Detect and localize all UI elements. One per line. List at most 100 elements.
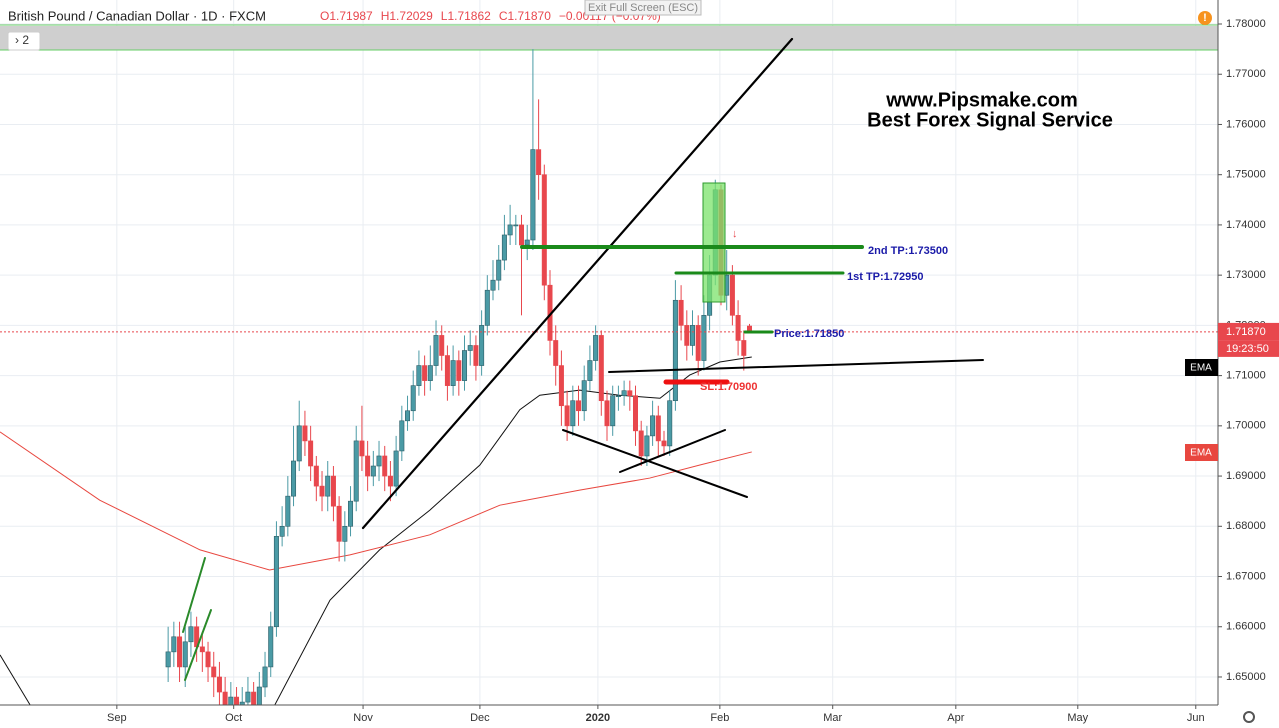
candle-body — [296, 425, 302, 462]
y-tick-label: 1.71000 — [1226, 370, 1266, 382]
countdown-label: 19:23:50 — [1226, 343, 1269, 355]
candle-body — [553, 340, 559, 366]
exit-label[interactable]: Exit Full Screen (ESC) — [588, 2, 698, 14]
y-tick-label: 1.68000 — [1226, 520, 1266, 532]
exit-button[interactable] — [584, 0, 702, 16]
candle-body — [228, 696, 234, 705]
service-text: Best Forex Signal Service — [867, 109, 1113, 131]
layers-count[interactable]: 2 — [22, 33, 29, 47]
ohlc-value: H1.72029 — [381, 9, 433, 23]
layers-button[interactable] — [7, 31, 41, 51]
trend-line — [619, 429, 726, 473]
y-tick-label: 1.69000 — [1226, 470, 1266, 482]
ohlc-value: C1.71870 — [499, 9, 551, 23]
candle-body — [308, 440, 314, 467]
candle-body — [319, 485, 325, 497]
trend-line — [562, 429, 748, 498]
candle-body — [484, 289, 490, 326]
candle-body — [667, 400, 673, 447]
candle-body — [376, 455, 382, 467]
candle-body — [416, 365, 422, 386]
y-tick-label: 1.66000 — [1226, 621, 1266, 633]
candle-body — [490, 279, 496, 291]
y-tick-label: 1.67000 — [1226, 570, 1266, 582]
site-text: www.Pipsmake.com — [885, 89, 1078, 111]
y-tick-label: 1.78000 — [1226, 18, 1266, 30]
candle-body — [701, 315, 707, 361]
candle-body — [330, 475, 336, 507]
sketch-line — [184, 609, 212, 681]
candle-body — [251, 691, 257, 705]
ohlc-value: L1.71862 — [441, 9, 491, 23]
candle-body — [695, 325, 701, 361]
candle-body — [564, 405, 570, 427]
candle-body — [655, 415, 661, 442]
candle-body — [450, 360, 456, 386]
candle-body — [462, 350, 468, 381]
trend-line — [608, 359, 984, 373]
candle-body — [199, 646, 205, 653]
candle-body — [479, 325, 485, 366]
x-tick-label: Apr — [947, 712, 964, 724]
tp2-label: 2nd TP:1.73500 — [868, 245, 948, 257]
price-label: Price:1.71850 — [774, 328, 844, 340]
candle-body — [467, 345, 473, 351]
x-tick-label: Sep — [107, 712, 127, 724]
countdown-box — [1218, 340, 1279, 357]
candle-body — [650, 415, 656, 437]
candle-body — [501, 234, 507, 261]
candle-body — [678, 299, 684, 326]
layers-label[interactable]: › 2 — [15, 33, 29, 47]
candle-body — [672, 299, 678, 402]
candle-body — [353, 440, 359, 502]
x-tick-label: Dec — [470, 712, 490, 724]
ema-line — [274, 356, 752, 705]
candle-body — [387, 475, 393, 487]
candle-body — [513, 224, 519, 227]
ohlc-value: O1.71987 — [320, 9, 373, 23]
alert-icon[interactable] — [1198, 11, 1212, 25]
settings-icon[interactable] — [1243, 711, 1255, 723]
candle-body — [291, 460, 297, 497]
drawings — [182, 37, 984, 681]
candle-body — [684, 325, 690, 346]
x-tick-label: May — [1067, 712, 1088, 724]
candle-body — [633, 395, 639, 432]
candle-body — [262, 666, 268, 688]
y-tick-label: 1.70000 — [1226, 420, 1266, 432]
last-price-label: 1.71870 — [1226, 326, 1266, 338]
candle-body — [393, 450, 399, 487]
candle-body — [422, 365, 428, 381]
candle-body — [661, 440, 667, 447]
sketch-line — [182, 557, 206, 633]
candle-body — [610, 395, 616, 427]
candle-body — [541, 174, 547, 286]
candle-body — [444, 355, 450, 386]
candle-body — [519, 224, 525, 246]
candle-body — [342, 525, 348, 542]
y-tick-label: 1.74000 — [1226, 219, 1266, 231]
candle-body — [336, 505, 342, 542]
x-tick-label: Nov — [353, 712, 373, 724]
candle-body — [405, 410, 411, 422]
candle-body — [325, 475, 331, 497]
x-tick-label: 2020 — [586, 712, 610, 724]
highlight-box — [702, 182, 726, 303]
candle-body — [439, 335, 445, 356]
candle-body — [268, 626, 274, 668]
candle-body — [182, 641, 188, 668]
x-tick-label: Feb — [710, 712, 729, 724]
candle-body — [473, 345, 479, 366]
candle-body — [507, 224, 513, 236]
candle-body — [644, 435, 650, 457]
candle-body — [399, 420, 405, 452]
candle-body — [285, 495, 291, 527]
chart-title: British Pound / Canadian Dollar · 1D · F… — [8, 8, 266, 23]
candle-body — [689, 325, 695, 346]
alert-mark: ! — [1203, 12, 1207, 24]
x-tick-label: Mar — [823, 712, 842, 724]
last-price-box — [1218, 322, 1279, 341]
ema-tag — [1185, 359, 1218, 376]
ema-tag-label: EMA — [1190, 448, 1212, 459]
